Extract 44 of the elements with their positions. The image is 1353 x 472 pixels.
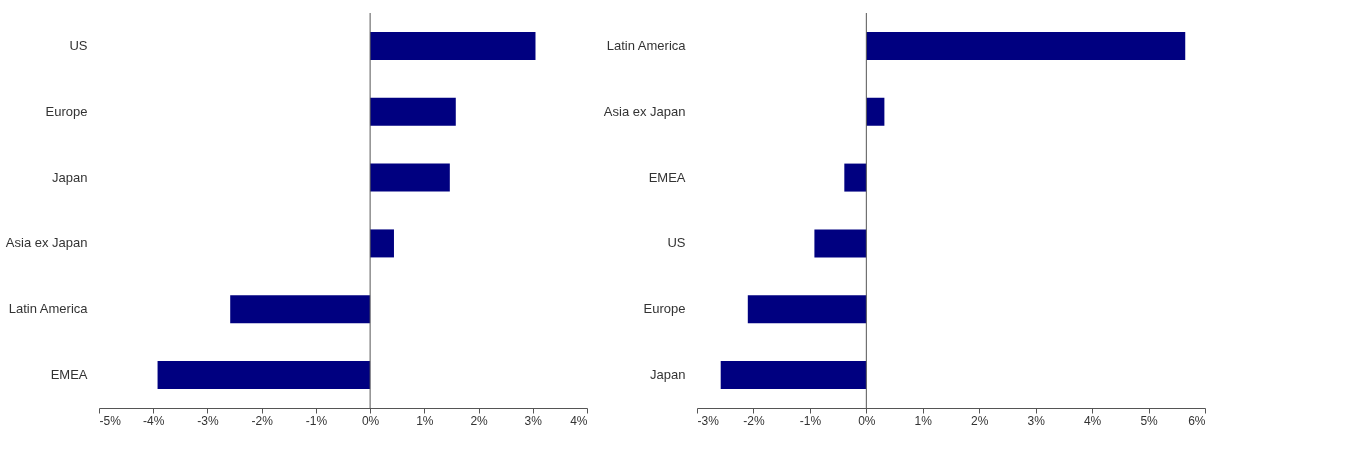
x-tick-label: -4% [143, 413, 165, 428]
y-tick-label: US [667, 235, 686, 251]
x-tick-label: 0% [361, 413, 380, 428]
bar [370, 97, 456, 126]
x-tick-label: -3% [697, 413, 720, 428]
y-tick-label: EMEA [648, 169, 686, 185]
bar [370, 229, 394, 258]
x-tick-label: -3% [197, 413, 219, 428]
x-tick-label: 4% [1083, 413, 1102, 428]
x-tick-label: -2% [251, 413, 274, 428]
x-tick-label: 4% [570, 413, 588, 428]
y-tick-label: Asia ex Japan [5, 235, 88, 251]
bar [370, 163, 450, 192]
bar [370, 31, 536, 60]
y-tick-label: Latin America [606, 37, 687, 53]
y-tick-label: Europe [643, 301, 686, 317]
bar [866, 97, 885, 126]
y-tick-label: Latin America [8, 301, 89, 317]
y-tick-label: Japan [650, 367, 686, 383]
x-tick-label: 6% [1188, 413, 1206, 428]
x-tick-label: -5% [99, 413, 122, 428]
bar [230, 295, 371, 324]
x-tick-label: -1% [799, 413, 822, 428]
y-tick-label: EMEA [50, 367, 88, 383]
bar [866, 31, 1186, 60]
x-tick-label: 0% [858, 413, 876, 428]
x-tick-label: -1% [305, 413, 328, 428]
x-tick-label: -2% [743, 413, 765, 428]
x-tick-label: 3% [524, 413, 543, 428]
bar [747, 295, 867, 324]
x-tick-label: 3% [1027, 413, 1046, 428]
bar [814, 229, 867, 258]
x-tick-label: 2% [971, 413, 989, 428]
x-tick-label: 1% [416, 413, 434, 428]
x-tick-label: 2% [470, 413, 489, 428]
bar [720, 361, 867, 390]
x-tick-label: 1% [914, 413, 933, 428]
bar [844, 163, 867, 192]
x-tick-label: 5% [1140, 413, 1159, 428]
y-tick-label: Europe [45, 103, 88, 119]
y-tick-label: Asia ex Japan [603, 103, 686, 119]
bar [157, 361, 371, 390]
y-tick-label: Japan [52, 169, 88, 185]
y-tick-label: US [69, 37, 88, 53]
